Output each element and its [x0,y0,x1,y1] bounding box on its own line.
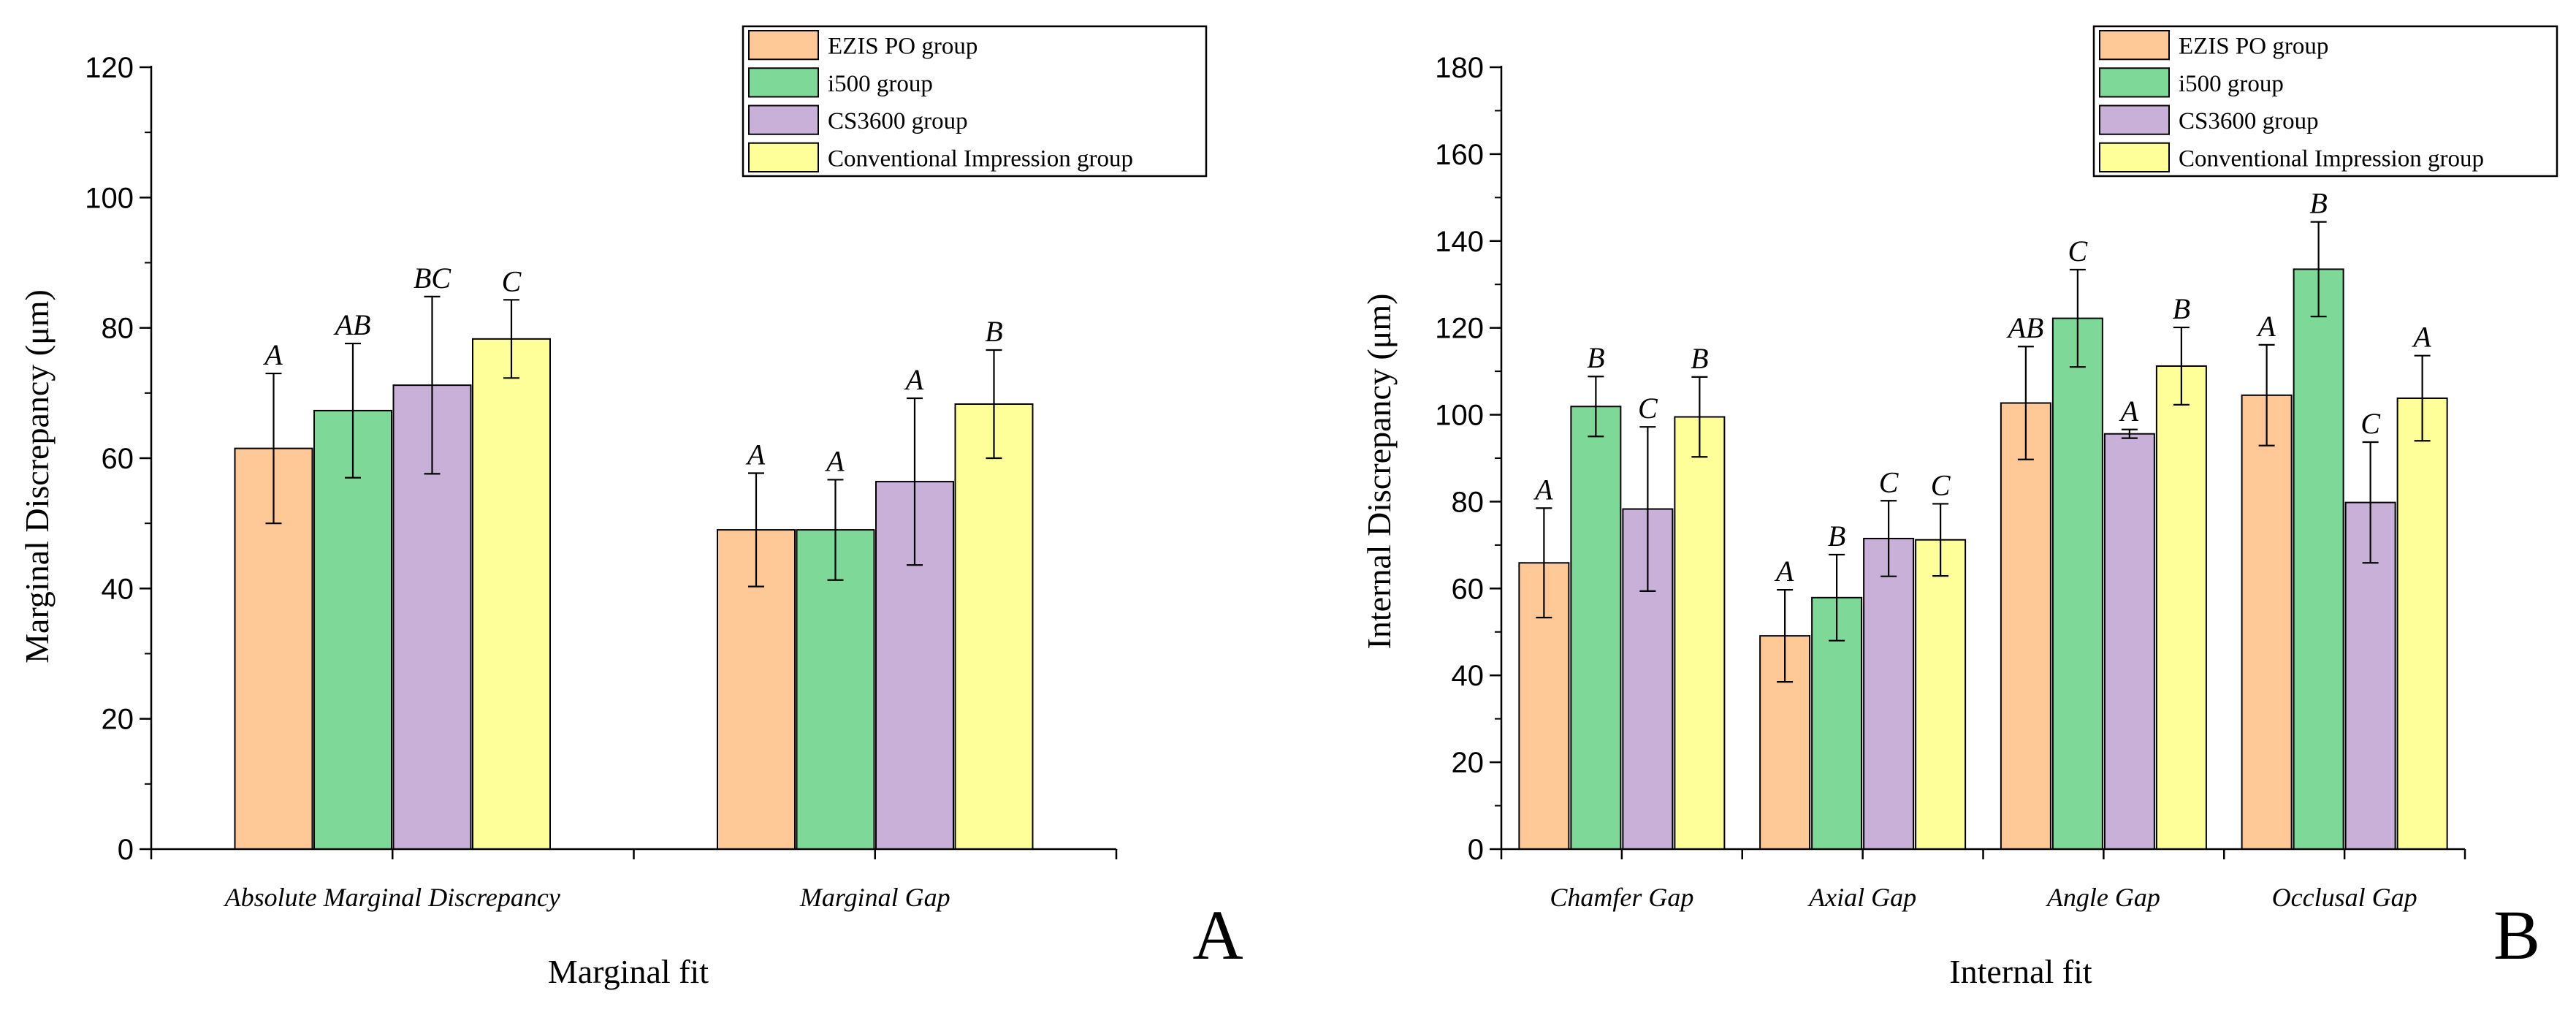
bar [2155,365,2207,850]
significance-letter: A [1533,473,1553,506]
panel-a-ylabel: Marginal Discrepancy (μm) [18,289,56,664]
y-tick-label: 20 [1452,747,1485,779]
significance-letter: C [1638,392,1658,425]
bar [1863,537,1915,850]
x-category-label: Chamfer Gap [1550,883,1693,912]
y-tick-label: 100 [1435,400,1484,432]
significance-letter: BC [414,262,451,294]
significance-letter: A [2411,321,2431,354]
legend-swatch [748,67,819,98]
y-tick-label: 60 [102,443,134,475]
legend-entry: EZIS PO group [2179,34,2328,60]
bar [2051,317,2103,851]
x-category-label: Absolute Marginal Discrepancy [224,883,560,912]
legend-entry: CS3600 group [828,108,968,134]
bar [2000,402,2051,850]
bar [2396,397,2448,850]
legend-swatch [748,104,819,135]
significance-letter: B [1828,520,1845,552]
legend-swatch [748,30,819,61]
x-category-label: Angle Gap [2046,883,2160,912]
panel-b: Internal Discrepancy (μm) Internal fit B… [1360,25,2558,990]
significance-letter: C [2360,407,2381,440]
significance-letter: C [1931,468,1951,501]
y-tick-label: 120 [85,52,134,84]
y-tick-label: 40 [1452,660,1485,692]
significance-letter: A [2255,310,2276,343]
legend-box [742,25,1208,178]
significance-letter: A [262,338,283,371]
y-tick-label: 100 [85,182,134,214]
significance-letter: B [1587,341,1604,374]
legend-box [2092,25,2558,178]
bar [1570,406,1622,850]
y-tick-label: 40 [102,573,134,605]
legend-entry: Conventional Impression group [828,145,1133,172]
legend-swatch [2099,142,2170,172]
significance-letter: A [824,444,845,477]
y-tick-label: 120 [1435,313,1484,345]
significance-letter: A [745,438,766,471]
panel-b-xlabel: Internal fit [1949,953,2092,990]
bar [2103,433,2155,850]
bar [954,403,1034,850]
significance-letter: B [2173,292,2190,325]
legend-entry: i500 group [2179,71,2284,97]
significance-letter: A [904,363,924,396]
y-tick-label: 0 [1468,834,1484,866]
y-tick-label: 80 [102,313,134,345]
significance-letter: A [1774,555,1794,588]
significance-letter: C [1879,465,1899,498]
legend-entry: EZIS PO group [828,34,978,60]
significance-letter: A [2119,395,2139,427]
legend-entry: Conventional Impression group [2179,145,2484,172]
panel-a: Marginal Discrepancy (μm) Marginal fit A… [18,25,1243,990]
panel-a-xlabel: Marginal fit [548,953,709,990]
y-tick-label: 80 [1452,486,1485,518]
bar [2293,268,2344,850]
legend-entry: i500 group [828,71,933,97]
y-tick-label: 160 [1435,139,1484,171]
significance-letter: AB [333,308,371,341]
significance-letter: B [985,315,1002,348]
x-category-label: Occlusal Gap [2272,883,2417,912]
y-tick-label: 0 [118,834,134,866]
legend-entry: CS3600 group [2179,108,2319,134]
panel-b-letter: B [2493,896,2540,974]
panel-b-ylabel: Internal Discrepancy (μm) [1360,294,1398,650]
bar [313,409,392,850]
y-tick-label: 20 [102,704,134,736]
significance-letter: B [2309,187,2327,220]
panel-a-letter: A [1192,896,1243,974]
bar [1674,416,1726,850]
legend-swatch [748,142,819,172]
significance-letter: AB [2005,311,2043,344]
significance-letter: C [2068,235,2089,267]
legend-swatch [2099,67,2170,98]
significance-letter: C [502,265,522,297]
y-tick-label: 180 [1435,52,1484,84]
significance-letter: B [1691,342,1708,375]
y-tick-label: 60 [1452,573,1485,605]
x-category-label: Axial Gap [1807,883,1916,912]
bar [2241,394,2293,850]
bar [472,338,551,850]
y-tick-label: 140 [1435,226,1484,258]
legend-swatch [2099,104,2170,135]
x-category-label: Marginal Gap [799,883,950,912]
legend-swatch [2099,30,2170,61]
bar [1915,539,1967,850]
